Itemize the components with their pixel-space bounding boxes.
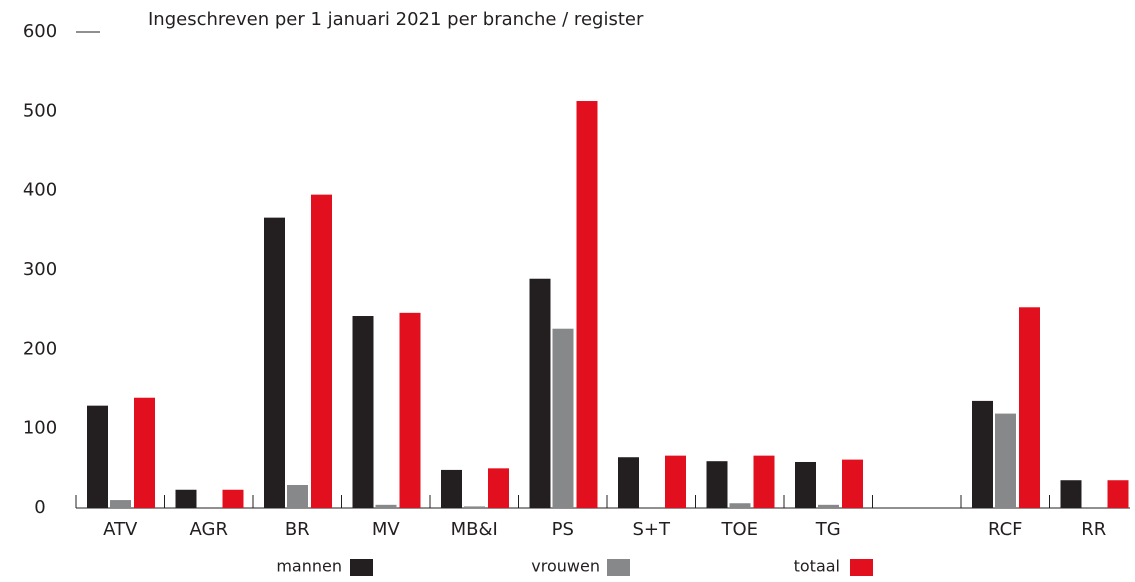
x-tick-label: ATV (103, 519, 138, 540)
bar (552, 328, 574, 508)
bar (441, 469, 462, 508)
y-tick-label: 600 (23, 21, 57, 42)
legend-swatch (607, 559, 630, 576)
legend-label: mannen (276, 557, 342, 576)
legend-label: vrouwen (531, 557, 600, 576)
bar (729, 503, 751, 508)
bar (842, 459, 863, 508)
x-tick-label: RR (1081, 519, 1106, 540)
bar (87, 405, 108, 508)
bar (464, 506, 485, 508)
legend-label: totaal (794, 557, 840, 576)
y-tick-label: 0 (34, 497, 45, 518)
x-tick-label: MB&I (451, 519, 498, 540)
bar (795, 461, 816, 508)
x-tick-label: S+T (632, 519, 671, 540)
bar (995, 413, 1016, 508)
bar (1019, 307, 1040, 508)
bar (287, 484, 308, 508)
legend-swatch (850, 559, 873, 576)
bar (529, 278, 551, 508)
x-tick-label: TOE (720, 519, 758, 540)
bar (665, 455, 686, 508)
bar (706, 461, 728, 508)
bar (818, 504, 839, 508)
x-tick-label: BR (285, 519, 310, 540)
bar (175, 489, 197, 508)
bar (222, 489, 244, 508)
bar (375, 504, 397, 508)
bar (753, 455, 775, 508)
bar (264, 217, 285, 508)
y-tick-label: 200 (23, 338, 57, 359)
bar (352, 316, 374, 508)
bar (972, 400, 993, 508)
x-tick-label: MV (372, 519, 401, 540)
bar (576, 101, 598, 509)
y-tick-label: 300 (23, 259, 57, 280)
bar (311, 194, 332, 508)
bar (1107, 480, 1129, 508)
legend-swatch (350, 559, 373, 576)
y-tick-label: 400 (23, 180, 57, 201)
bar (1060, 480, 1082, 508)
x-tick-label: TG (815, 519, 841, 540)
x-tick-label: RCF (988, 519, 1023, 540)
y-tick-label: 100 (23, 418, 57, 439)
bar (618, 457, 639, 508)
bar (110, 500, 131, 508)
bar (399, 312, 421, 508)
x-tick-label: AGR (190, 519, 228, 540)
x-tick-label: PS (552, 519, 574, 540)
y-tick-label: 500 (23, 100, 57, 121)
bar (488, 468, 509, 508)
bar (134, 397, 155, 508)
chart-title: Ingeschreven per 1 januari 2021 per bran… (148, 9, 644, 30)
